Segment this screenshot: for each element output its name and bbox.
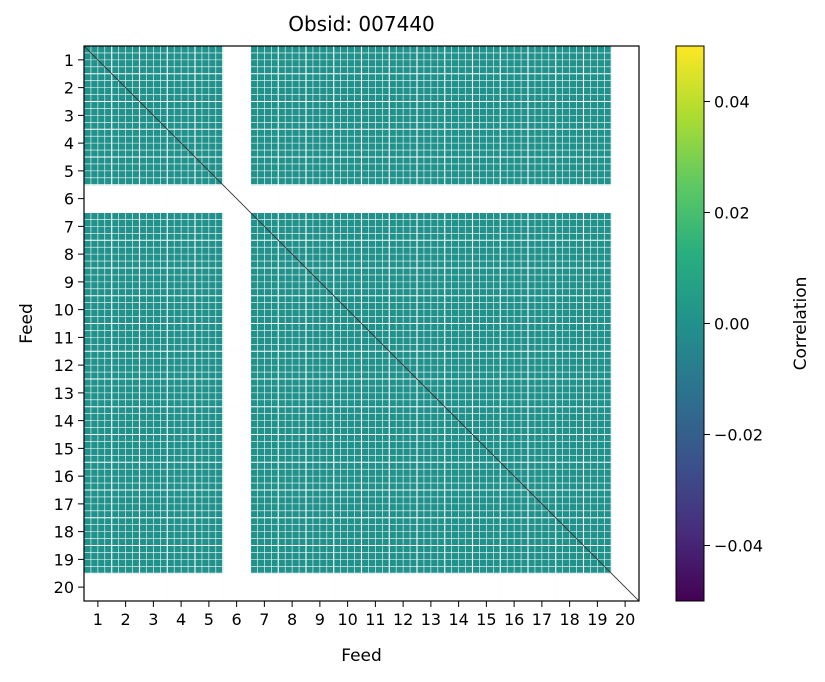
y-tick-label: 17 (54, 495, 74, 514)
x-tick-label: 18 (559, 610, 579, 629)
colorbar-label: Correlation (791, 277, 811, 371)
x-tick-label: 16 (504, 610, 524, 629)
colorbar (675, 45, 705, 602)
y-tick-label: 3 (64, 106, 74, 125)
x-tick-label: 3 (148, 610, 158, 629)
y-tick-label: 10 (54, 301, 74, 320)
y-tick-label: 5 (64, 162, 74, 181)
x-tick-label: 11 (365, 610, 385, 629)
y-tick-label: 6 (64, 190, 74, 209)
x-axis-label: Feed (341, 646, 382, 666)
y-tick-label: 16 (54, 467, 74, 486)
y-tick-label: 8 (64, 245, 74, 264)
x-tick-label: 8 (287, 610, 297, 629)
x-tick-label: 20 (615, 610, 635, 629)
chart-title: Obsid: 007440 (288, 12, 435, 36)
colorbar-ticks: −0.04 −0.02 0.00 0.02 0.04 (704, 93, 763, 556)
x-tick-label: 1 (93, 610, 103, 629)
y-tick-label: 1 (64, 51, 74, 70)
colorbar-tick-label: −0.04 (714, 537, 763, 556)
x-tick-label: 4 (176, 610, 186, 629)
cells-layer (84, 46, 639, 601)
x-tick-label: 17 (532, 610, 552, 629)
y-tick-label: 4 (64, 134, 74, 153)
y-tick-label: 14 (54, 412, 74, 431)
x-tick-label: 13 (421, 610, 441, 629)
x-tick-label: 9 (315, 610, 325, 629)
x-tick-label: 6 (232, 610, 242, 629)
x-tick-label: 12 (393, 610, 413, 629)
colorbar-tick-label: 0.02 (714, 204, 750, 223)
plot-frame (83, 45, 640, 602)
colorbar-tick-label: −0.02 (714, 426, 763, 445)
y-tick-label: 18 (54, 523, 74, 542)
diagonal-layer (84, 46, 639, 601)
colorbar-tick-label: 0.04 (714, 93, 750, 112)
y-tick-label: 12 (54, 356, 74, 375)
diagonal-line (84, 46, 639, 601)
x-tick-label: 15 (476, 610, 496, 629)
y-tick-label: 19 (54, 550, 74, 569)
y-tick-label: 20 (54, 578, 74, 597)
x-tick-label: 10 (337, 610, 357, 629)
y-tick-label: 2 (64, 79, 74, 98)
y-tick-label: 7 (64, 217, 74, 236)
y-tick-label: 15 (54, 439, 74, 458)
x-axis-ticks: 1 2 3 4 5 6 7 8 9 10 11 12 13 14 15 16 17 18 19 20 (93, 601, 635, 629)
x-tick-label: 19 (587, 610, 607, 629)
y-axis-label: Feed (17, 303, 37, 344)
x-tick-label: 5 (204, 610, 214, 629)
colorbar-tick-label: 0.00 (714, 315, 750, 334)
x-tick-label: 2 (121, 610, 131, 629)
y-tick-label: 13 (54, 384, 74, 403)
x-tick-label: 14 (448, 610, 468, 629)
x-tick-label: 7 (259, 610, 269, 629)
y-tick-label: 11 (54, 328, 74, 347)
y-tick-label: 9 (64, 273, 74, 292)
